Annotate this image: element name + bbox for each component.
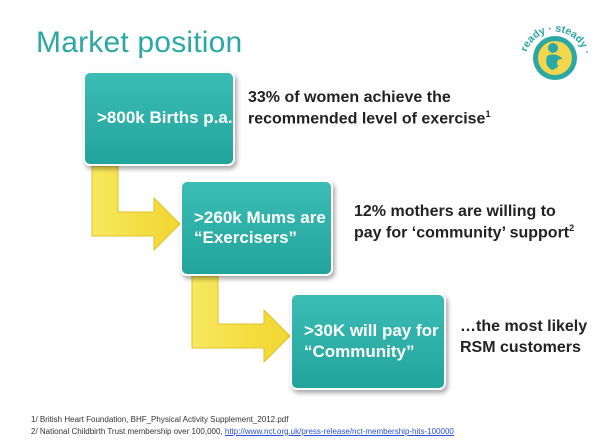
box-line: “Community”	[304, 341, 415, 361]
slide-title: Market position	[36, 26, 243, 59]
box-line: >30K will pay for	[304, 321, 439, 341]
footnote-1: 1/ British Heart Foundation, BHF_Physica…	[31, 415, 289, 424]
footnote-2: 2/ National Childbirth Trust membership …	[31, 426, 454, 436]
box-line: >260k Mums are	[194, 207, 326, 227]
stat-line: 33% of women achieve the	[248, 89, 451, 106]
footnote-link[interactable]: http://www.nct.org.uk/press-release/nct-…	[224, 426, 454, 436]
stat-line: RSM customers	[460, 338, 581, 356]
footnote-ref: 2	[569, 222, 575, 233]
stat-line: pay for ‘community’ support2	[354, 222, 575, 242]
stat-exercise: 33% of women achieve the recommended lev…	[248, 88, 490, 130]
funnel-box-exercisers: >260k Mums are “Exercisers”	[180, 180, 333, 276]
bent-arrow-1	[91, 165, 181, 252]
stat-line: 12% mothers are willing to	[354, 203, 556, 220]
stat-line: recommended level of exercise1	[248, 108, 491, 128]
funnel-box-community: >30K will pay for “Community”	[290, 293, 446, 390]
stat-line: …the most likely	[460, 318, 588, 335]
box-line: “Exercisers”	[194, 228, 298, 247]
funnel-box-births: >800k Births p.a.	[83, 71, 235, 166]
stat-customers: …the most likely RSM customers	[460, 317, 587, 359]
footnotes: 1/ British Heart Foundation, BHF_Physica…	[31, 414, 454, 437]
ready-steady-mums-logo: ready · steady · mums	[514, 6, 593, 80]
bent-arrow-2	[191, 275, 291, 364]
stat-community-support: 12% mothers are willing to pay for ‘comm…	[354, 202, 574, 244]
box-line: >800k Births p.a.	[97, 108, 233, 128]
footnote-ref: 1	[485, 108, 491, 119]
